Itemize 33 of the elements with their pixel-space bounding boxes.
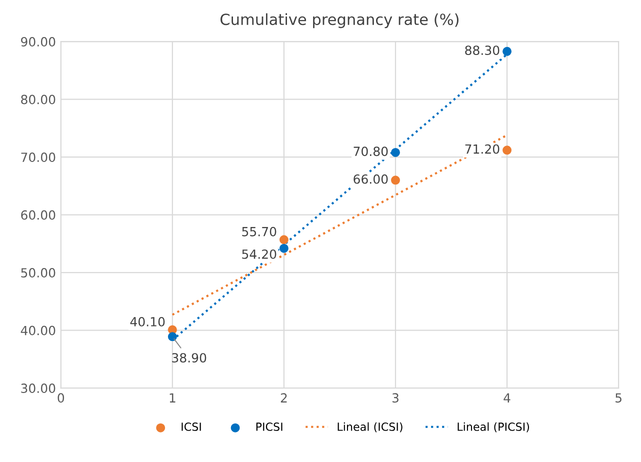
point — [168, 332, 177, 342]
y-tick-label: 50.00 — [21, 268, 56, 278]
legend-label: ICSI — [182, 422, 201, 431]
data-label: 40.10 — [130, 316, 165, 326]
data-label: 38.90 — [172, 353, 206, 363]
legend-label: PICSI — [256, 422, 282, 431]
point — [391, 148, 400, 157]
y-tick-label: 80.00 — [21, 94, 56, 104]
x-tick-label: 3 — [392, 393, 398, 403]
legend-label: Lineal (PICSI) — [458, 422, 530, 432]
y-tick-label: 30.00 — [21, 384, 56, 394]
x-tick-label: 2 — [280, 393, 287, 402]
point — [391, 176, 400, 185]
data-label: 54.20 — [242, 249, 276, 259]
x-tick-label: 0 — [58, 393, 64, 403]
data-label: 70.80 — [354, 146, 388, 156]
data-label: 66.00 — [354, 174, 388, 184]
legend-label: Lineal (ICSI) — [338, 422, 402, 432]
x-tick-label: 1 — [170, 393, 176, 402]
point — [502, 46, 512, 56]
data-label: 71.20 — [465, 144, 500, 154]
point — [502, 146, 512, 155]
x-tick-label: 4 — [504, 393, 510, 402]
data-label: 55.70 — [242, 226, 276, 236]
y-tick-label: 60.00 — [21, 210, 56, 220]
chart-title: Cumulative pregnancy rate (%) — [220, 13, 458, 28]
data-label: 88.30 — [465, 46, 500, 56]
y-tick-label: 90.00 — [21, 37, 56, 47]
y-tick-label: 70.00 — [21, 152, 56, 162]
y-tick-label: 40.00 — [20, 326, 56, 336]
point — [279, 235, 288, 244]
x-tick-label: 5 — [616, 393, 622, 403]
point — [279, 244, 288, 253]
